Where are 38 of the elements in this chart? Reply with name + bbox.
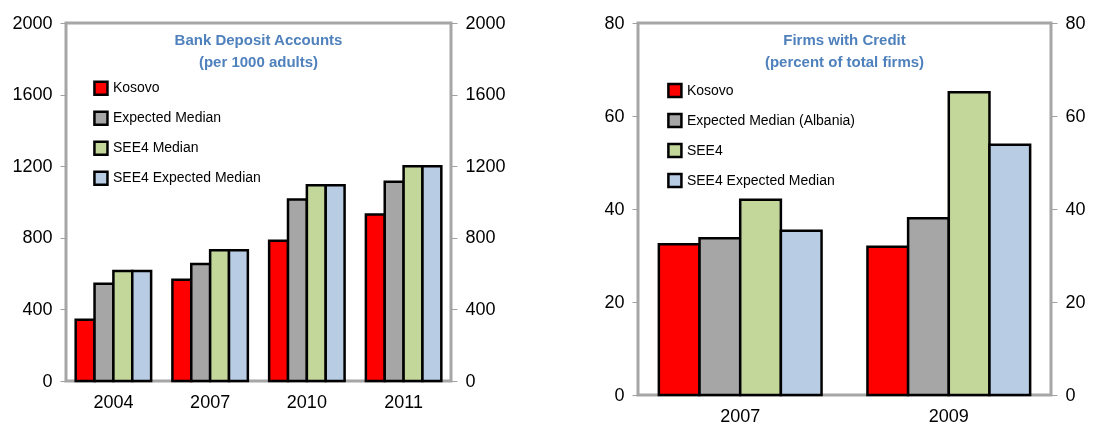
y-tick-label: 1200 [12, 155, 53, 176]
y2-tick-label: 1600 [465, 84, 506, 105]
legend-label: SEE4 Expected Median [112, 169, 261, 186]
x-tick-label: 2004 [93, 391, 134, 412]
x-tick-label: 2007 [190, 391, 231, 412]
y2-tick-label: 40 [1065, 198, 1086, 219]
text: Firms with Credit (percent of total firms) [764, 31, 925, 70]
y-tick-label: 60 [604, 105, 625, 126]
x-tick-label: 2010 [286, 391, 327, 412]
y-tick-label: 400 [22, 298, 53, 319]
legend-label: Kosovo [686, 81, 734, 98]
x-tick-label: 2007 [720, 405, 761, 426]
legend-label: Expected Median (Albania) [686, 111, 856, 128]
y2-tick-label: 0 [465, 370, 476, 391]
y2-tick-label: 60 [1065, 105, 1086, 126]
text: Bank Deposit Accounts (per 1000 adults) [174, 31, 343, 70]
legend-label: SEE4 Expected Median [686, 171, 835, 188]
y2-tick-label: 2000 [465, 12, 506, 33]
y-tick-label: 40 [604, 198, 625, 219]
y2-tick-label: 800 [465, 227, 496, 248]
x-tick-label: 2011 [384, 391, 423, 412]
y2-tick-label: 400 [465, 298, 496, 319]
y2-tick-label: 80 [1065, 12, 1086, 33]
y-tick-label: 0 [42, 370, 53, 391]
y-tick-label: 800 [22, 227, 53, 248]
y2-tick-label: 0 [1065, 384, 1076, 405]
legend-label: Expected Median [112, 109, 222, 126]
y-tick-label: 80 [604, 12, 625, 33]
legend-label: Kosovo [112, 79, 160, 96]
y-tick-label: 1600 [12, 84, 53, 105]
y-tick-label: 20 [604, 291, 625, 312]
y-tick-label: 0 [614, 384, 625, 405]
y-tick-label: 2000 [12, 12, 53, 33]
x-tick-label: 2009 [928, 405, 969, 426]
legend-label: SEE4 [686, 141, 723, 158]
y2-tick-label: 20 [1065, 291, 1086, 312]
y2-tick-label: 1200 [465, 155, 506, 176]
legend-label: SEE4 Median [112, 139, 199, 156]
